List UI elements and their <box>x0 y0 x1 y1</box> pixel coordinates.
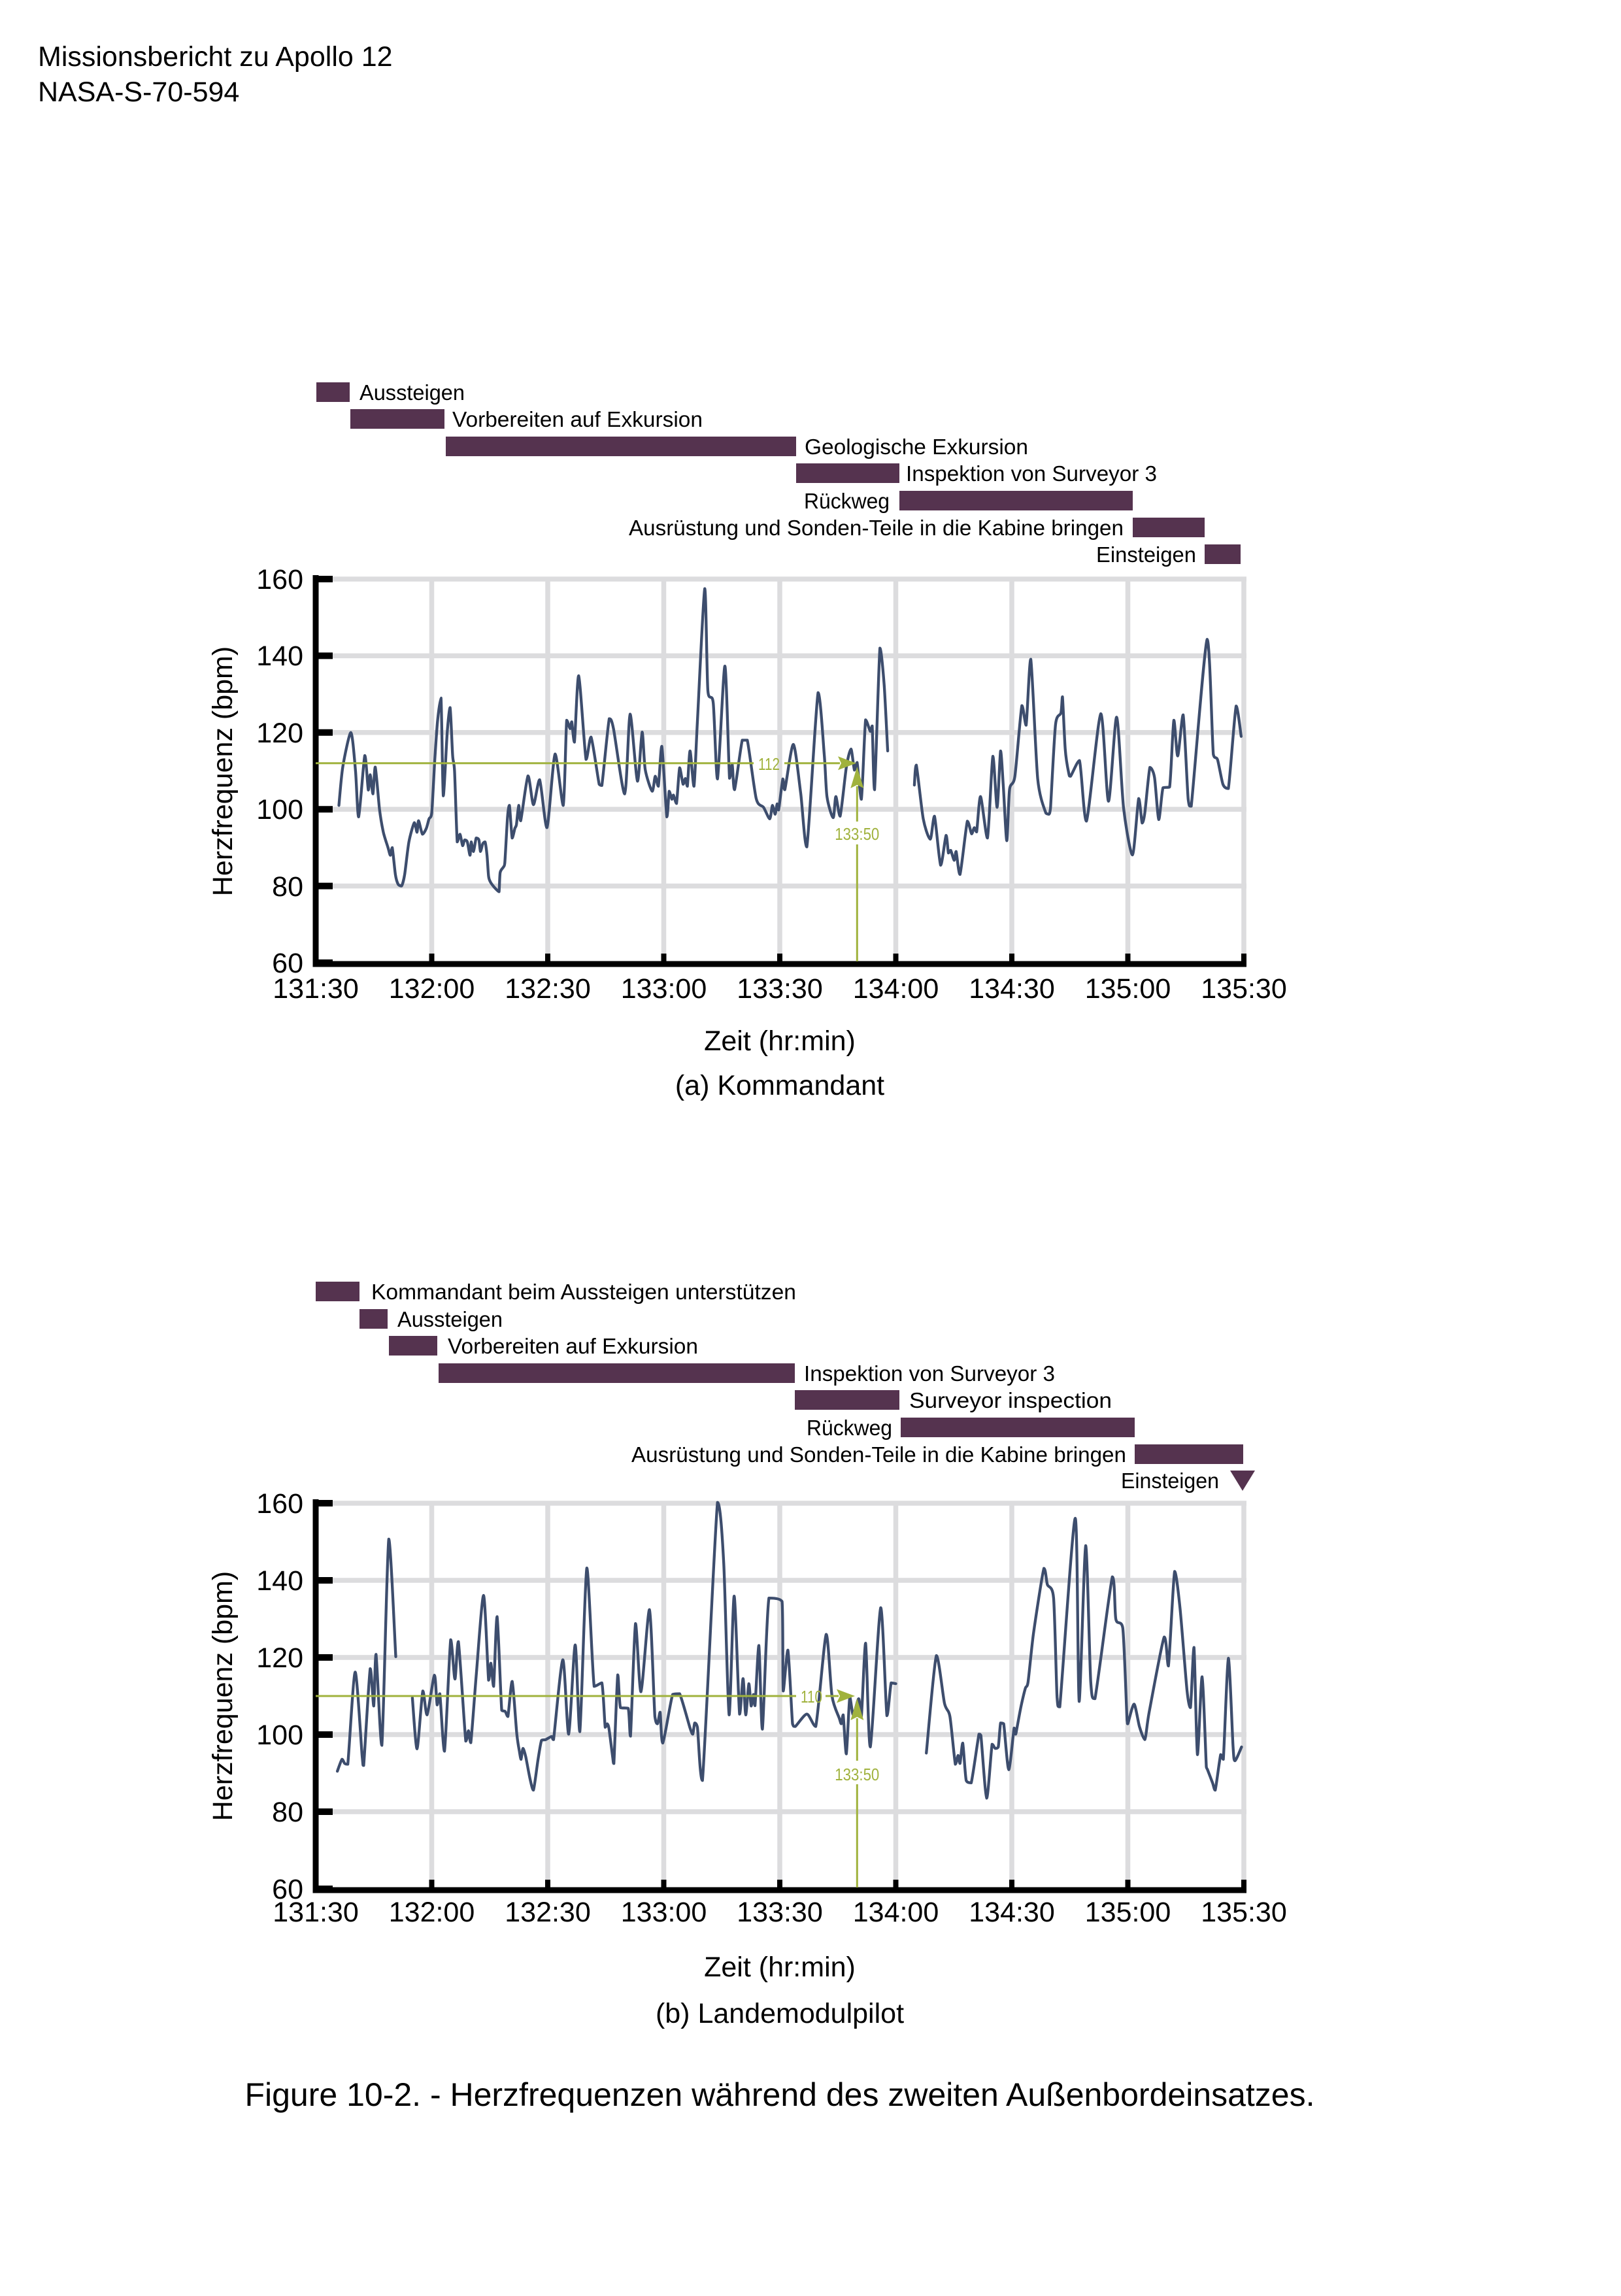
svg-text:Figure 10-2. - Herzfrequenzen: Figure 10-2. - Herzfrequenzen während de… <box>244 2076 1314 2113</box>
svg-text:Rückweg: Rückweg <box>804 490 890 514</box>
svg-text:Kommandant beim Aussteigen unt: Kommandant beim Aussteigen unterstützen <box>371 1280 796 1305</box>
svg-text:Aussteigen: Aussteigen <box>359 381 465 405</box>
svg-text:60: 60 <box>272 1874 303 1905</box>
svg-text:Missionsbericht zu Apollo 12: Missionsbericht zu Apollo 12 <box>38 41 393 73</box>
svg-text:133:00: 133:00 <box>621 973 707 1005</box>
svg-text:80: 80 <box>272 1797 303 1828</box>
svg-text:120: 120 <box>256 1642 303 1674</box>
svg-text:Inspektion von Surveyor 3: Inspektion von Surveyor 3 <box>804 1362 1055 1386</box>
svg-text:134:00: 134:00 <box>853 1897 939 1928</box>
svg-text:Herzfrequenz (bpm): Herzfrequenz (bpm) <box>207 1571 239 1821</box>
svg-text:160: 160 <box>256 1488 303 1520</box>
svg-text:Zeit (hr:min): Zeit (hr:min) <box>704 1025 856 1057</box>
svg-text:135:00: 135:00 <box>1085 1897 1171 1928</box>
svg-text:Geologische Exkursion: Geologische Exkursion <box>805 435 1028 459</box>
svg-text:133:30: 133:30 <box>737 973 823 1005</box>
svg-text:134:00: 134:00 <box>853 973 939 1005</box>
svg-text:133:50: 133:50 <box>835 824 879 844</box>
svg-text:Inspektion von Surveyor 3: Inspektion von Surveyor 3 <box>906 462 1157 486</box>
svg-text:140: 140 <box>256 641 303 672</box>
svg-text:100: 100 <box>256 794 303 825</box>
svg-text:133:00: 133:00 <box>621 1897 707 1928</box>
svg-text:134:30: 134:30 <box>969 1897 1055 1928</box>
svg-text:132:30: 132:30 <box>505 1897 591 1928</box>
svg-text:Vorbereiten auf Exkursion: Vorbereiten auf Exkursion <box>448 1335 698 1359</box>
svg-text:80: 80 <box>272 871 303 903</box>
svg-text:132:30: 132:30 <box>505 973 591 1005</box>
svg-text:133:30: 133:30 <box>737 1897 823 1928</box>
svg-text:112: 112 <box>758 754 780 774</box>
svg-text:Zeit (hr:min): Zeit (hr:min) <box>704 1952 856 1983</box>
svg-text:Ausrüstung und Sonden-Teile in: Ausrüstung und Sonden-Teile in die Kabin… <box>629 516 1124 541</box>
svg-text:(b) Landemodulpilot: (b) Landemodulpilot <box>656 1998 904 2029</box>
svg-text:132:00: 132:00 <box>389 973 475 1005</box>
svg-text:131:30: 131:30 <box>273 973 359 1005</box>
svg-text:135:30: 135:30 <box>1201 973 1287 1005</box>
svg-text:135:30: 135:30 <box>1201 1897 1287 1928</box>
svg-text:134:30: 134:30 <box>969 973 1055 1005</box>
svg-text:Vorbereiten auf Exkursion: Vorbereiten auf Exkursion <box>452 408 703 432</box>
svg-text:Einsteigen: Einsteigen <box>1121 1469 1219 1493</box>
svg-text:(a) Kommandant: (a) Kommandant <box>675 1070 884 1101</box>
svg-text:Rückweg: Rückweg <box>807 1416 892 1440</box>
svg-text:60: 60 <box>272 948 303 979</box>
svg-text:131:30: 131:30 <box>273 1897 359 1928</box>
svg-text:132:00: 132:00 <box>389 1897 475 1928</box>
svg-text:Surveyor inspection: Surveyor inspection <box>909 1389 1112 1413</box>
svg-text:100: 100 <box>256 1720 303 1751</box>
svg-text:Einsteigen: Einsteigen <box>1096 543 1196 567</box>
svg-text:Herzfrequenz (bpm): Herzfrequenz (bpm) <box>207 646 239 896</box>
svg-text:110: 110 <box>801 1687 822 1706</box>
svg-text:135:00: 135:00 <box>1085 973 1171 1005</box>
svg-text:Aussteigen: Aussteigen <box>397 1308 503 1332</box>
svg-text:140: 140 <box>256 1565 303 1597</box>
svg-text:Ausrüstung und Sonden-Teile in: Ausrüstung und Sonden-Teile in die Kabin… <box>631 1443 1126 1467</box>
svg-text:120: 120 <box>256 718 303 749</box>
svg-text:NASA-S-70-594: NASA-S-70-594 <box>38 76 239 108</box>
svg-text:133:50: 133:50 <box>835 1765 879 1784</box>
svg-text:160: 160 <box>256 564 303 595</box>
